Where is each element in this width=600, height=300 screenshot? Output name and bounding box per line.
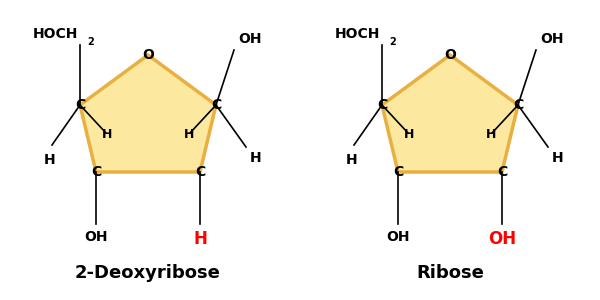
Text: H: H (102, 128, 112, 140)
Text: H: H (486, 128, 496, 140)
Text: Ribose: Ribose (416, 264, 484, 282)
Text: H: H (346, 153, 358, 167)
Text: H: H (404, 128, 414, 140)
Text: 2: 2 (87, 37, 94, 47)
Text: H: H (184, 128, 194, 140)
Polygon shape (382, 55, 518, 172)
Text: C: C (91, 165, 101, 179)
Text: 2: 2 (389, 37, 396, 47)
Polygon shape (80, 55, 216, 172)
Text: OH: OH (386, 230, 410, 244)
Text: C: C (211, 98, 221, 112)
Text: OH: OH (540, 32, 563, 46)
Text: C: C (497, 165, 507, 179)
Text: OH: OH (488, 230, 516, 248)
Text: 2-Deoxyribose: 2-Deoxyribose (75, 264, 221, 282)
Text: H: H (193, 230, 207, 248)
Text: H: H (44, 153, 56, 167)
Text: O: O (444, 48, 456, 62)
Text: H: H (250, 151, 262, 165)
Text: H: H (552, 151, 563, 165)
Text: HOCH: HOCH (32, 27, 78, 41)
Text: O: O (142, 48, 154, 62)
Text: C: C (377, 98, 387, 112)
Text: OH: OH (238, 32, 262, 46)
Text: C: C (393, 165, 403, 179)
Text: C: C (513, 98, 523, 112)
Text: OH: OH (84, 230, 108, 244)
Text: HOCH: HOCH (335, 27, 380, 41)
Text: C: C (75, 98, 85, 112)
Text: C: C (195, 165, 205, 179)
